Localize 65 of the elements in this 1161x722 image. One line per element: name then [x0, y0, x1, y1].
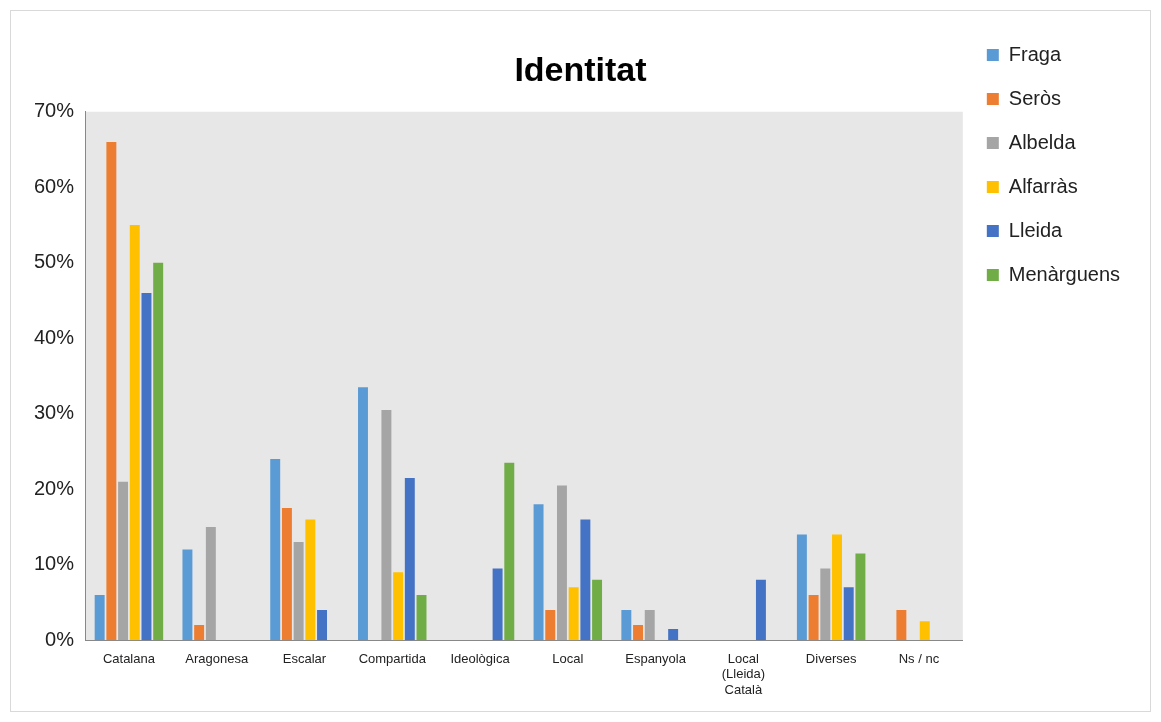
x-tick-label: Espanyola: [625, 650, 687, 666]
bar: [293, 542, 304, 641]
bar: [94, 594, 105, 641]
x-tick-label: Compartida: [358, 650, 427, 666]
bar: [305, 519, 316, 641]
bar: [205, 526, 216, 641]
y-tick-label: 30%: [34, 401, 75, 424]
x-tick-label: Local (Lleida) Català: [721, 650, 766, 697]
bar: [580, 519, 591, 641]
bar: [855, 553, 866, 641]
bar: [129, 225, 140, 641]
bar: [182, 549, 193, 641]
x-tick-label: Ns / nc: [898, 650, 940, 666]
bar: [404, 477, 415, 641]
x-tick-label: Diverses: [805, 650, 857, 666]
y-tick-label: 20%: [34, 476, 75, 499]
bar: [668, 628, 679, 641]
bar: [270, 459, 281, 641]
x-tick-label: Ideològica: [450, 650, 511, 666]
bar: [381, 409, 392, 641]
x-tick-label: Catalana: [102, 650, 156, 666]
bar: [644, 610, 655, 641]
bar: [194, 625, 205, 641]
bar: [621, 610, 632, 641]
chart-title: Identitat: [514, 49, 647, 88]
bar: [796, 534, 807, 641]
bar: [843, 587, 854, 641]
legend-label: Lleida: [1008, 218, 1064, 241]
bar: [416, 594, 427, 641]
y-tick-label: 0%: [45, 627, 75, 650]
bar: [556, 485, 567, 641]
bar: [393, 572, 404, 641]
y-tick-label: 50%: [34, 250, 75, 273]
bar: [545, 610, 556, 641]
bar: [141, 292, 152, 641]
bar: [504, 462, 515, 641]
bar: [755, 579, 766, 641]
bar: [820, 568, 831, 641]
legend-label: Fraga: [1008, 42, 1062, 65]
bar: [533, 504, 544, 641]
legend-label: Seròs: [1008, 86, 1062, 109]
y-tick-label: 60%: [34, 174, 75, 197]
legend-label: Albelda: [1008, 130, 1077, 153]
bar: [317, 610, 328, 641]
legend-label: Alfarràs: [1008, 174, 1078, 197]
bar: [106, 141, 117, 641]
bar: [153, 262, 164, 641]
bar: [919, 621, 930, 641]
y-tick-label: 70%: [34, 99, 75, 122]
y-tick-label: 10%: [34, 552, 75, 575]
bar: [896, 610, 907, 641]
bar: [281, 508, 292, 641]
bar: [568, 587, 579, 641]
x-tick-label: Aragonesa: [185, 650, 249, 666]
bar: [808, 594, 819, 641]
bar: [832, 534, 842, 641]
bar: [492, 568, 503, 641]
bar: [358, 387, 368, 641]
x-tick-label: Escalar: [282, 650, 327, 666]
bar: [633, 625, 644, 641]
legend-label: Menàrguens: [1008, 262, 1121, 285]
y-tick-label: 40%: [34, 325, 75, 348]
bar: [592, 579, 603, 641]
x-tick-label: Local: [552, 650, 584, 666]
bar: [118, 481, 129, 641]
